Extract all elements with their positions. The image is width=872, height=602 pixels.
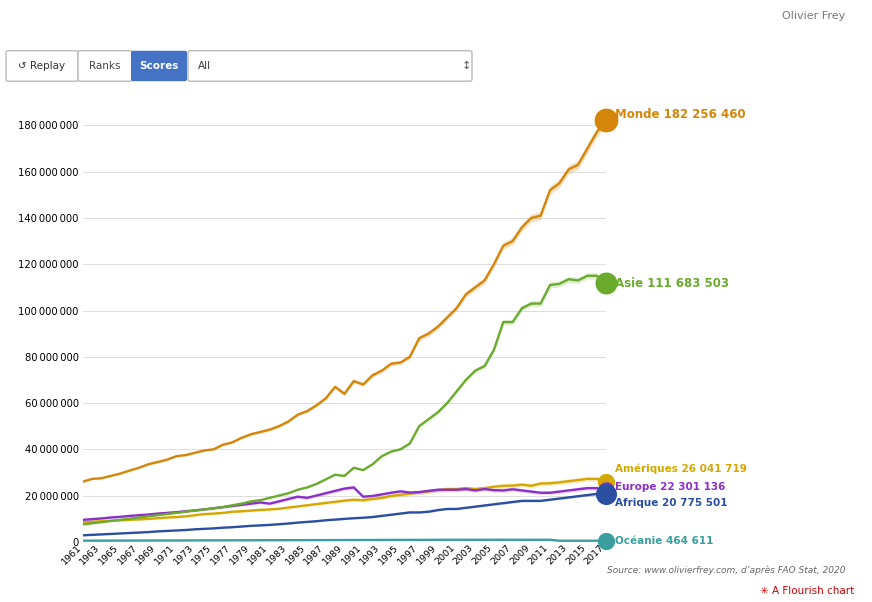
Text: ✳ A Flourish chart: ✳ A Flourish chart <box>760 586 855 596</box>
Point <box>599 477 613 486</box>
Text: Scores: Scores <box>140 61 179 71</box>
Point <box>599 116 613 125</box>
Text: Afrique 20 775 501: Afrique 20 775 501 <box>615 498 727 507</box>
Text: Monde 182 256 460: Monde 182 256 460 <box>615 108 746 121</box>
Text: Olivier Frey: Olivier Frey <box>782 11 845 21</box>
Text: ↺ Replay: ↺ Replay <box>18 61 65 71</box>
Text: Amériques 26 041 719: Amériques 26 041 719 <box>615 463 746 474</box>
Text: Ranks: Ranks <box>89 61 120 71</box>
Point <box>599 536 613 545</box>
FancyBboxPatch shape <box>78 51 132 81</box>
Text: ↕: ↕ <box>461 61 471 71</box>
FancyBboxPatch shape <box>131 51 187 81</box>
Text: Europe 22 301 136: Europe 22 301 136 <box>615 482 726 492</box>
FancyBboxPatch shape <box>6 51 78 81</box>
FancyBboxPatch shape <box>188 51 472 81</box>
Point <box>599 485 613 495</box>
Point <box>599 279 613 288</box>
Text: Océanie 464 611: Océanie 464 611 <box>615 536 713 546</box>
Text: Asie 111 683 503: Asie 111 683 503 <box>615 277 729 290</box>
Text: All: All <box>198 61 211 71</box>
Point <box>599 489 613 498</box>
Text: Source: www.olivierfrey.com, d’après FAO Stat, 2020: Source: www.olivierfrey.com, d’après FAO… <box>607 565 846 575</box>
